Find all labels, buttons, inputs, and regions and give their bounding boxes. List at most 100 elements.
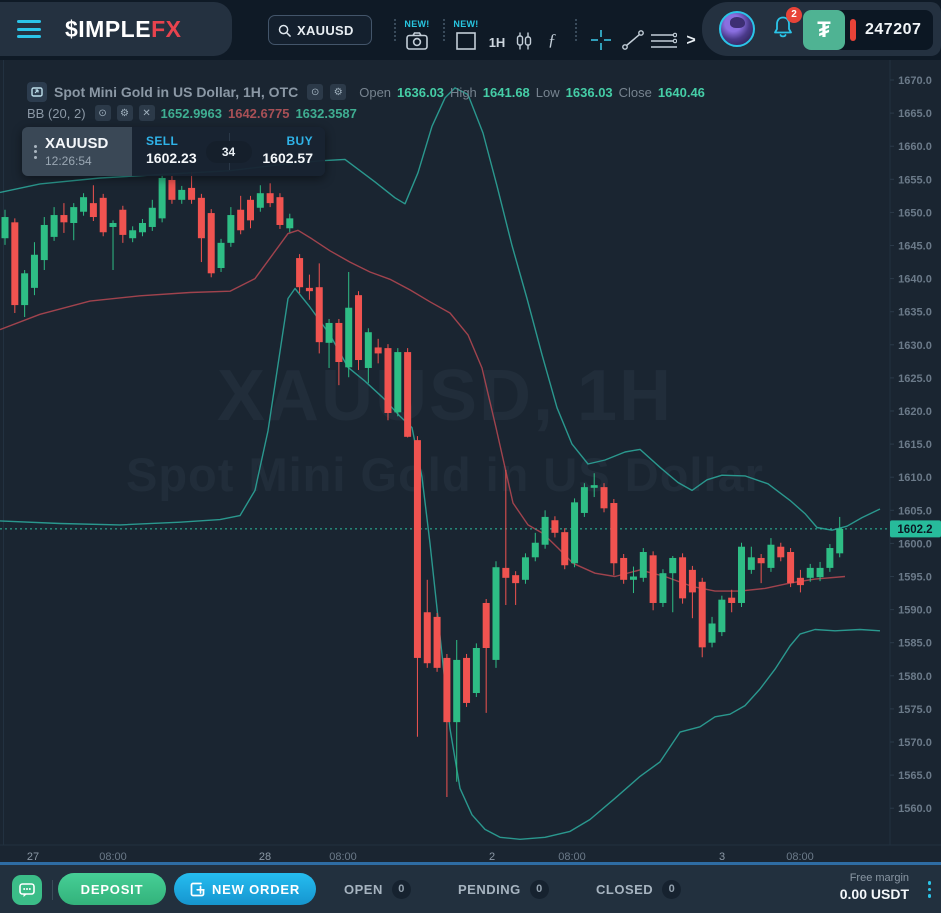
toolbar-expand[interactable]: > bbox=[681, 0, 701, 60]
chart-type-tool[interactable] bbox=[510, 0, 538, 60]
svg-text:27: 27 bbox=[27, 851, 39, 862]
svg-text:1655.0: 1655.0 bbox=[898, 174, 932, 186]
sell-button[interactable]: SELL 1602.23 bbox=[146, 134, 197, 176]
svg-text:1575.0: 1575.0 bbox=[898, 704, 932, 716]
crosshair-tool[interactable] bbox=[586, 0, 616, 60]
svg-text:1620.0: 1620.0 bbox=[898, 406, 932, 418]
timeframe-selector[interactable]: 1H bbox=[484, 0, 510, 60]
candlestick-series[interactable] bbox=[1, 172, 844, 797]
svg-text:1570.0: 1570.0 bbox=[898, 737, 932, 749]
chart-header: Spot Mini Gold in US Dollar, 1H, OTC ⊙ ⚙… bbox=[27, 82, 705, 102]
svg-text:1615.0: 1615.0 bbox=[898, 439, 932, 451]
close-label: Close bbox=[618, 84, 652, 100]
chat-button[interactable] bbox=[12, 875, 42, 905]
high-label: High bbox=[450, 84, 477, 100]
search-icon bbox=[278, 24, 291, 37]
notifications-button[interactable]: 2 bbox=[771, 6, 802, 45]
visibility-icon[interactable]: ⊙ bbox=[307, 84, 324, 100]
new-badge: NEW! bbox=[404, 19, 430, 29]
low-label: Low bbox=[535, 84, 560, 100]
toolbar-divider bbox=[394, 19, 396, 41]
svg-text:28: 28 bbox=[259, 851, 271, 862]
svg-text:1665.0: 1665.0 bbox=[898, 108, 932, 120]
toolbar-divider bbox=[443, 19, 445, 41]
svg-text:1560.0: 1560.0 bbox=[898, 803, 932, 815]
free-margin: Free margin 0.00 USDT bbox=[840, 872, 909, 902]
candlestick-icon bbox=[516, 32, 532, 50]
quote-symbol: XAUUSD bbox=[45, 135, 109, 152]
new-order-label: NEW ORDER bbox=[211, 881, 301, 897]
search-value: XAUUSD bbox=[297, 22, 354, 38]
drawing-panel-tool[interactable]: NEW! bbox=[450, 0, 482, 60]
time-axis[interactable]: 27 08:00 28 08:00 2 08:00 3 08:00 bbox=[27, 851, 814, 862]
sell-price: 1602.23 bbox=[146, 150, 197, 166]
price-axis[interactable]: 1670.0 1665.0 1660.0 1655.0 1650.0 1645.0 1640… bbox=[890, 75, 932, 815]
current-price-tag bbox=[890, 520, 941, 538]
trendline-icon bbox=[622, 30, 644, 50]
buy-button[interactable]: BUY 1602.57 bbox=[262, 134, 313, 176]
bb-middle-sma bbox=[0, 229, 846, 592]
close-icon[interactable]: ✕ bbox=[138, 105, 155, 121]
spread-badge: 34 bbox=[205, 140, 252, 163]
levels-icon bbox=[651, 32, 677, 48]
svg-text:08:00: 08:00 bbox=[329, 851, 357, 862]
indicator-name: BB (20, 2) bbox=[27, 105, 86, 121]
avatar[interactable] bbox=[719, 11, 755, 47]
camera-icon bbox=[406, 32, 428, 50]
timeframe-label: 1H bbox=[488, 35, 506, 50]
svg-text:1600.0: 1600.0 bbox=[898, 538, 932, 550]
quote-prices-panel: SELL 1602.23 34 BUY 1602.57 bbox=[132, 127, 325, 176]
svg-text:1580.0: 1580.0 bbox=[898, 671, 932, 683]
tether-icon: ₮ bbox=[803, 10, 845, 50]
bb-lower-value: 1632.3587 bbox=[295, 105, 357, 121]
symbol-icon[interactable] bbox=[27, 82, 47, 102]
bottombar: DEPOSIT NEW ORDER OPEN 0 PENDING 0 CLOSE… bbox=[0, 862, 941, 913]
tab-pending[interactable]: PENDING 0 bbox=[458, 865, 549, 913]
new-badge: NEW! bbox=[453, 19, 479, 29]
new-order-button[interactable]: NEW ORDER bbox=[174, 873, 316, 905]
chat-icon bbox=[19, 883, 35, 897]
pending-tab-label: PENDING bbox=[458, 881, 521, 897]
chart-canvas[interactable]: 1670.0 1665.0 1660.0 1655.0 1650.0 1645.0 1640… bbox=[0, 60, 941, 862]
toolbar-divider bbox=[575, 19, 577, 41]
settings-gear-icon[interactable]: ⚙ bbox=[330, 84, 347, 100]
deposit-button[interactable]: DEPOSIT bbox=[58, 873, 166, 905]
trendline-tool[interactable] bbox=[618, 0, 648, 60]
indicators-tool[interactable]: ƒ bbox=[540, 0, 564, 60]
logo[interactable]: $IMPLEFX bbox=[65, 15, 182, 42]
widget-menu-icon[interactable] bbox=[34, 144, 37, 159]
chevron-right-icon: > bbox=[686, 32, 696, 49]
closed-tab-label: CLOSED bbox=[596, 881, 654, 897]
settings-gear-icon[interactable]: ⚙ bbox=[116, 105, 133, 121]
price-levels-tool[interactable] bbox=[648, 0, 680, 60]
balance-status-indicator bbox=[850, 19, 856, 41]
open-value: 1636.03 bbox=[397, 84, 445, 100]
svg-text:08:00: 08:00 bbox=[786, 851, 814, 862]
chart-area: XAUUSD, 1H Spot Mini Gold in US Dollar 1… bbox=[0, 60, 941, 862]
symbol-search-input[interactable]: XAUUSD bbox=[268, 15, 372, 45]
closed-count-badge: 0 bbox=[662, 879, 682, 899]
menu-icon[interactable] bbox=[17, 20, 41, 38]
svg-text:1640.0: 1640.0 bbox=[898, 274, 932, 286]
function-icon: ƒ bbox=[547, 30, 557, 49]
balance-chip[interactable]: ₮ 247207 bbox=[803, 10, 933, 50]
notification-badge: 2 bbox=[786, 6, 802, 23]
indicator-header: BB (20, 2) ⊙ ⚙ ✕ 1652.9963 1642.6775 163… bbox=[27, 105, 357, 121]
open-count-badge: 0 bbox=[391, 879, 411, 899]
topbar-right-panel: 2 ₮ 247207 bbox=[702, 2, 941, 56]
rectangle-icon bbox=[456, 32, 476, 50]
svg-text:1610.0: 1610.0 bbox=[898, 472, 932, 484]
screenshot-tool[interactable]: NEW! bbox=[400, 0, 434, 60]
bb-lower-band bbox=[0, 287, 881, 840]
bb-upper-value: 1652.9963 bbox=[160, 105, 222, 121]
tab-closed[interactable]: CLOSED 0 bbox=[596, 865, 682, 913]
visibility-icon[interactable]: ⊙ bbox=[94, 105, 111, 121]
bottombar-menu-icon[interactable] bbox=[927, 881, 931, 898]
tab-open[interactable]: OPEN 0 bbox=[344, 865, 411, 913]
current-price-tag-value: 1602.2 bbox=[897, 524, 932, 536]
free-margin-label: Free margin bbox=[849, 872, 909, 884]
bb-upper-band bbox=[0, 87, 881, 531]
svg-text:1605.0: 1605.0 bbox=[898, 505, 932, 517]
svg-text:1645.0: 1645.0 bbox=[898, 241, 932, 253]
topbar-left-panel: $IMPLEFX bbox=[0, 2, 232, 56]
